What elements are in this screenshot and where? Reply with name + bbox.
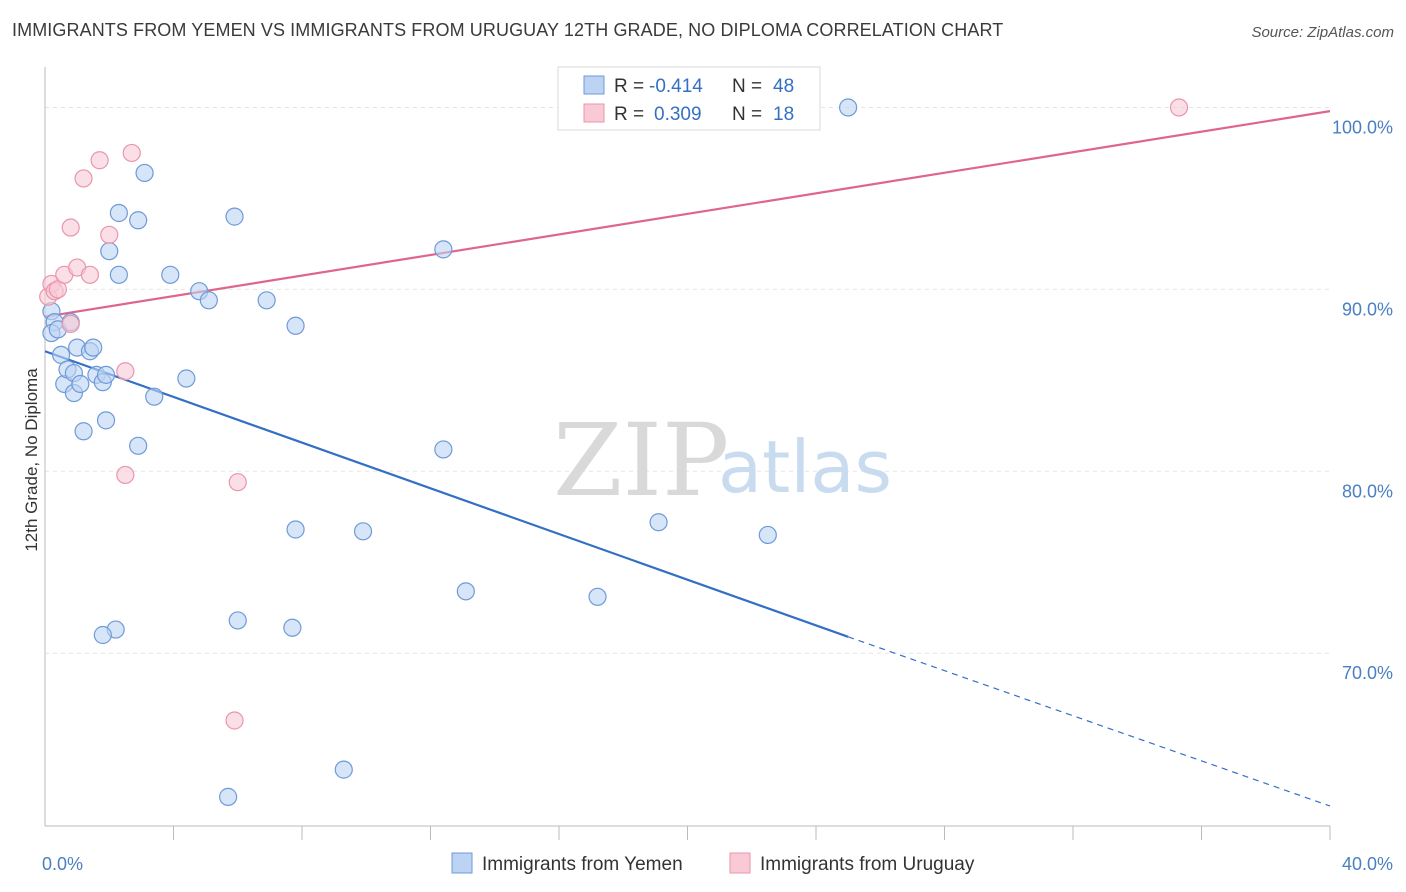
point-yemen-24	[135, 163, 154, 183]
point-uruguay-17	[1169, 98, 1189, 117]
trend-line-yemen	[44, 350, 849, 638]
bottom-legend-uruguay: Immigrants from Uruguay	[760, 854, 975, 875]
legend-swatch-uruguay	[583, 103, 605, 123]
point-uruguay-11	[100, 225, 119, 244]
point-yemen-27	[177, 369, 196, 388]
x-tick-label-1: 40.0%	[1342, 854, 1393, 874]
legend-uruguay-r-label: R =	[614, 104, 644, 125]
point-yemen-21	[109, 265, 128, 284]
point-yemen-42	[283, 618, 302, 637]
point-yemen-26	[161, 265, 180, 284]
watermark-zip: ZIP	[553, 402, 729, 519]
legend-yemen-n-label: N =	[732, 76, 762, 97]
point-yemen-22	[129, 211, 148, 230]
watermark: ZIP atlas	[553, 402, 892, 519]
point-yemen-11	[71, 374, 90, 394]
point-yemen-25	[145, 387, 164, 406]
point-uruguay-16	[225, 711, 244, 730]
point-yemen-30	[225, 207, 244, 226]
trend-line-uruguay	[44, 110, 1331, 318]
point-uruguay-6	[61, 218, 80, 237]
point-uruguay-10	[90, 151, 109, 170]
point-yemen-32	[286, 316, 305, 335]
point-yemen-45	[334, 760, 353, 779]
point-yemen-12	[74, 422, 93, 441]
point-yemen-38	[758, 525, 777, 545]
legend-uruguay-r-value: 0.309	[654, 104, 702, 125]
point-yemen-29	[199, 291, 218, 310]
legend-yemen-r-label: R =	[614, 76, 644, 97]
point-yemen-46	[219, 787, 238, 806]
axes: 70.0% 80.0% 90.0% 100.0% 0.0% 40.0%	[42, 67, 1393, 874]
legend-uruguay-n-value: 18	[773, 104, 794, 125]
legend-swatch-yemen	[583, 75, 605, 95]
legend-uruguay-n-label: N =	[732, 104, 762, 125]
bottom-legend-swatch-yemen	[451, 852, 473, 874]
point-uruguay-9	[80, 265, 100, 284]
point-yemen-17	[96, 365, 116, 384]
y-axis-title: 12th Grade, No Diploma	[22, 368, 41, 552]
data-points	[39, 98, 1189, 806]
point-yemen-18	[96, 411, 116, 430]
point-yemen-37	[649, 513, 668, 532]
point-yemen-36	[353, 522, 373, 541]
point-uruguay-14	[122, 143, 141, 163]
point-yemen-19	[100, 242, 119, 261]
point-yemen-23	[129, 436, 148, 455]
bottom-legend: Immigrants from Yemen Immigrants from Ur…	[451, 852, 975, 875]
point-yemen-33	[434, 240, 453, 259]
point-yemen-34	[434, 440, 453, 459]
point-yemen-44	[93, 625, 112, 645]
point-uruguay-13	[116, 465, 135, 485]
point-yemen-47	[839, 98, 858, 117]
point-uruguay-8	[74, 169, 93, 188]
trend-line-yemen-extension	[847, 636, 1331, 807]
y-tick-label-3: 100.0%	[1332, 117, 1393, 137]
legend-yemen-n-value: 48	[773, 76, 794, 97]
trend-lines	[44, 110, 1331, 807]
bottom-legend-yemen: Immigrants from Yemen	[482, 854, 683, 875]
source-label: Source: ZipAtlas.com	[1251, 24, 1394, 41]
grid-lines	[45, 106, 1330, 654]
point-yemen-41	[228, 611, 247, 630]
point-uruguay-15	[228, 473, 247, 492]
x-tick-label-0: 0.0%	[42, 854, 83, 874]
point-yemen-31	[257, 291, 276, 310]
legend: R = -0.414 N = 48 R = 0.309 N = 18	[557, 66, 821, 131]
legend-yemen-r-value: -0.414	[649, 76, 703, 97]
point-yemen-14	[84, 338, 103, 357]
y-tick-label-2: 90.0%	[1342, 299, 1393, 319]
point-uruguay-5	[61, 314, 80, 334]
y-tick-label-0: 70.0%	[1342, 663, 1393, 683]
point-yemen-39	[456, 582, 475, 601]
point-yemen-40	[588, 587, 607, 606]
point-yemen-35	[286, 520, 305, 539]
y-tick-label-1: 80.0%	[1342, 481, 1393, 501]
point-uruguay-12	[116, 362, 135, 381]
chart-title: IMMIGRANTS FROM YEMEN VS IMMIGRANTS FROM…	[12, 20, 1004, 40]
watermark-atlas: atlas	[718, 425, 892, 509]
bottom-legend-swatch-uruguay	[729, 852, 751, 874]
point-yemen-20	[109, 203, 128, 223]
